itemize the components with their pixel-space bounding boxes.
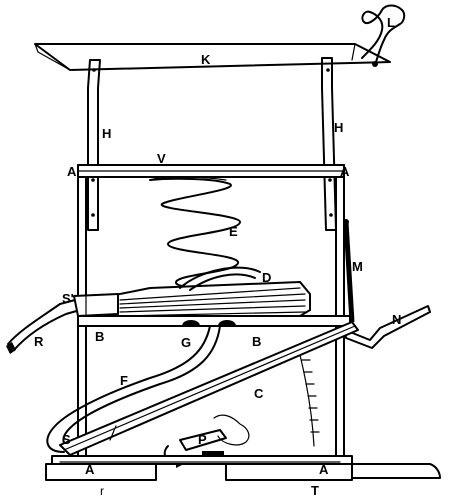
label-bar-left: B xyxy=(95,329,104,344)
label-hose: F xyxy=(120,373,128,388)
bearing xyxy=(182,320,236,326)
top-board xyxy=(34,43,391,71)
label-hose-bottom: S xyxy=(62,432,71,447)
diagonal-arm xyxy=(59,321,359,456)
label-upright-right: H xyxy=(334,120,343,135)
label-rod: M xyxy=(352,259,363,274)
label-joint-right: A xyxy=(340,164,350,179)
label-upright-left: H xyxy=(102,126,111,141)
handle-wire xyxy=(361,4,406,63)
nozzle xyxy=(6,293,119,354)
label-base-left: r xyxy=(100,484,104,498)
label-sector: C xyxy=(254,386,264,401)
label-bellows: D xyxy=(262,270,271,285)
label-crossbar: V xyxy=(157,151,166,166)
sector xyxy=(109,354,320,447)
spring xyxy=(149,177,241,290)
right-upright xyxy=(321,57,337,231)
label-pedal: P xyxy=(198,432,207,447)
rod xyxy=(343,219,355,323)
label-hose-end: S' xyxy=(62,291,74,306)
label-bearing: G xyxy=(181,335,191,350)
label-nozzle: R xyxy=(34,334,44,349)
cross-bar-b xyxy=(77,315,351,327)
left-upright xyxy=(87,59,101,231)
label-foot-left: A xyxy=(85,462,95,477)
label-lever: N xyxy=(392,312,401,327)
hose xyxy=(46,325,211,453)
crossbar xyxy=(77,164,345,178)
lever xyxy=(344,305,431,349)
label-spring: E xyxy=(229,224,238,239)
label-joint-left: A xyxy=(67,164,77,179)
bellows xyxy=(109,266,311,319)
label-top-board: K xyxy=(201,52,211,67)
label-base-right: T xyxy=(311,483,319,498)
handle-rivet xyxy=(372,61,378,67)
label-foot-right: A xyxy=(319,462,329,477)
base xyxy=(45,455,441,481)
label-handle: L xyxy=(387,15,395,30)
label-bar-right: B xyxy=(252,334,261,349)
